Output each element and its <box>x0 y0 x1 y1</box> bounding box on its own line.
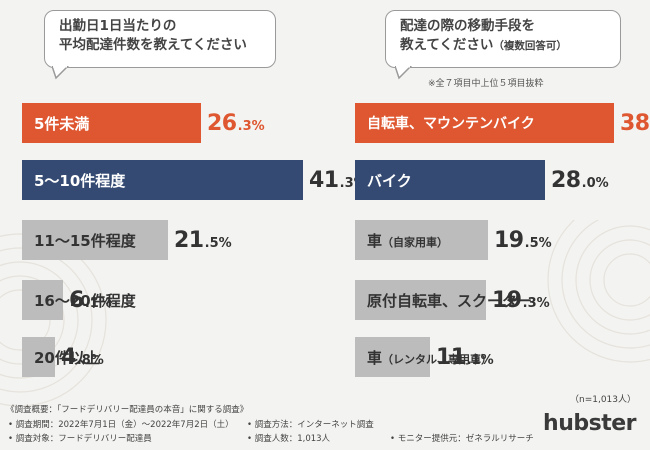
background-pattern-left <box>0 233 107 407</box>
value-decimal: .0% <box>581 176 609 191</box>
speech-bubble-tail <box>395 66 413 80</box>
value-decimal: .5% <box>524 236 552 251</box>
bar-label-sub: （レンタル、専用車） <box>382 352 493 366</box>
bar-label: 原付自転車、スクーター <box>367 290 532 311</box>
value-label: 19.5% <box>494 220 552 260</box>
value-label: 21.5% <box>174 220 232 260</box>
bar: 自転車、マウンテンバイク <box>355 103 614 143</box>
value-decimal: .8% <box>76 353 104 368</box>
question-line-1: 配達の際の移動手段を <box>400 18 535 34</box>
question-line-1: 出勤日1日当たりの <box>59 18 177 34</box>
value-decimal: .3% <box>237 119 265 134</box>
bar-label: 車（自家用車） <box>367 230 448 251</box>
survey-provider: • モニター提供元：ゼネラルリサーチ <box>390 434 534 444</box>
value-label: 19.3% <box>492 280 550 320</box>
question-line-2: 教えてください（複数回答可） <box>400 36 606 56</box>
value-number: 26 <box>207 110 237 136</box>
value-number: 11 <box>436 344 466 370</box>
bar: バイク <box>355 160 545 200</box>
chart-transport-method: 配達の際の移動手段を 教えてください（複数回答可） ※全７項目中上位５項目抜粋 … <box>325 0 650 396</box>
value-number: 19 <box>492 287 522 313</box>
bar: 原付自転車、スクーター <box>355 280 532 320</box>
value-label: 28.0% <box>551 160 609 200</box>
value-label: 11.1% <box>436 337 494 377</box>
value-number: 4 <box>61 344 76 370</box>
bar-label: 16〜20件程度 <box>34 291 136 310</box>
value-decimal: .1% <box>466 353 494 368</box>
question-line-2: 平均配達件数を教えてください <box>59 37 247 53</box>
bar-label: 11〜15件程度 <box>34 231 136 250</box>
note-top5: ※全７項目中上位５項目抜粋 <box>428 79 544 89</box>
question-box: 出勤日1日当たりの 平均配達件数を教えてください <box>44 10 276 68</box>
value-label: 26.3% <box>207 103 265 143</box>
chart-delivery-count: 出勤日1日当たりの 平均配達件数を教えてください 5件未満 26.3% 5〜10件程… <box>0 0 367 396</box>
bar-label: 5件未満 <box>34 114 90 133</box>
value-number: 38 <box>620 110 650 136</box>
value-decimal: .1% <box>84 296 112 311</box>
survey-period: • 調査期間：2022年7月1日（金）〜2022年7月2日（土） <box>8 420 234 430</box>
value-number: 41 <box>309 167 339 193</box>
speech-bubble-tail <box>52 66 70 80</box>
bar-label-sub: （自家用車） <box>382 235 449 249</box>
survey-method: • 調査方法：インターネット調査 <box>247 420 374 430</box>
bar-label-main: 車 <box>367 231 383 250</box>
bar-label-main: バイク <box>367 171 412 190</box>
bar-label-main: 原付自転車、スクーター <box>367 291 533 310</box>
bar-label: 20件以上 <box>34 348 100 367</box>
hubster-logo: hubster <box>543 411 636 436</box>
bar: 車（レンタル、専用車） <box>355 337 492 377</box>
value-label: 38.1% <box>620 103 650 143</box>
value-number: 28 <box>551 167 581 193</box>
value-number: 6 <box>69 287 84 313</box>
bar-label: バイク <box>367 170 412 191</box>
question-box: 配達の際の移動手段を 教えてください（複数回答可） <box>385 10 621 68</box>
background-pattern-right <box>547 220 650 363</box>
bar: 16〜20件程度 <box>22 280 136 320</box>
value-decimal: .5% <box>204 236 232 251</box>
bar-label: 自転車、マウンテンバイク <box>367 113 535 133</box>
bar-label-main: 自転車、マウンテンバイク <box>367 116 535 132</box>
bar-label: 5〜10件程度 <box>34 171 126 190</box>
bar: 5〜10件程度 <box>22 160 303 200</box>
value-number: 21 <box>174 227 204 253</box>
question-line-2-main: 教えてください <box>400 37 494 53</box>
survey-title: 《調査概要：「フードデリバリー配達員の本音」に関する調査》 <box>6 405 249 415</box>
bar: 20件以上 <box>22 337 100 377</box>
bar: 5件未満 <box>22 103 201 143</box>
bar-label-main: 車 <box>367 348 383 367</box>
sample-size: （n=1,013人） <box>569 395 636 405</box>
survey-target: • 調査対象：フードデリバリー配達員 <box>8 434 152 444</box>
value-label: 4.8% <box>61 337 104 377</box>
bar: 11〜15件程度 <box>22 220 168 260</box>
value-number: 19 <box>494 227 524 253</box>
bar: 車（自家用車） <box>355 220 488 260</box>
bar-label: 車（レンタル、専用車） <box>367 347 492 368</box>
question-suffix: （複数回答可） <box>493 40 567 52</box>
value-label: 6.1% <box>69 280 112 320</box>
survey-count: • 調査人数：1,013人 <box>247 434 331 444</box>
value-decimal: .3% <box>522 296 550 311</box>
